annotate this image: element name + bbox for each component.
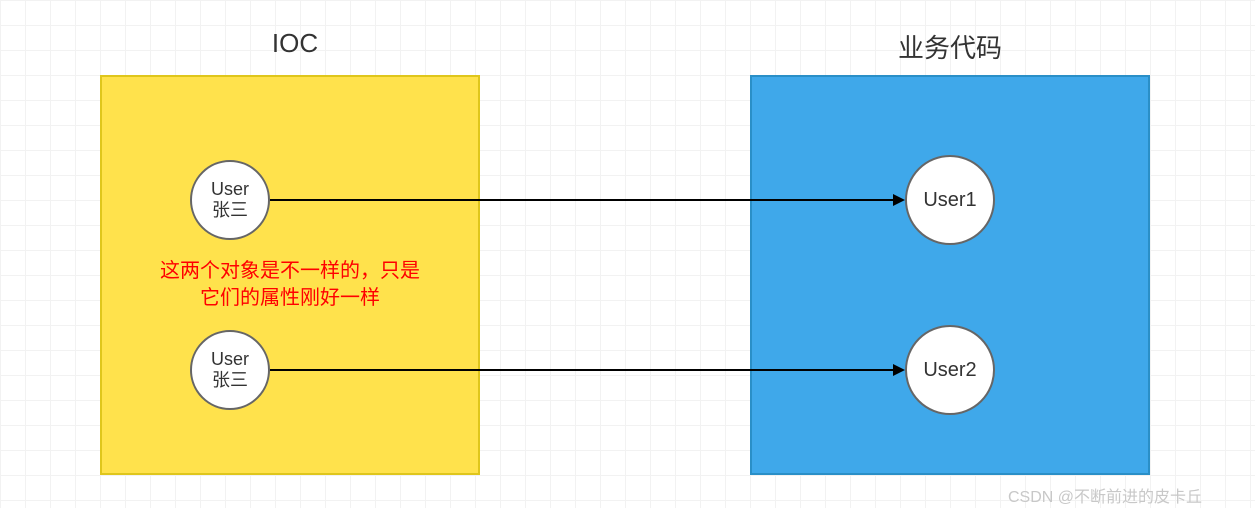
watermark-text: CSDN @不断前进的皮卡丘 bbox=[1008, 483, 1202, 507]
red-note-line1: 这两个对象是不一样的，只是 bbox=[160, 260, 420, 282]
user-source-2: User 张三 bbox=[190, 330, 270, 410]
arrow-2-head bbox=[893, 364, 905, 376]
user-source-1-line2: 张三 bbox=[212, 200, 248, 221]
business-box bbox=[750, 75, 1150, 475]
user-dest-2-label: User2 bbox=[923, 359, 976, 382]
arrow-1-line bbox=[270, 199, 900, 201]
user-dest-2: User2 bbox=[905, 325, 995, 415]
user-dest-1: User1 bbox=[905, 155, 995, 245]
red-note: 这两个对象是不一样的，只是 它们的属性刚好一样 bbox=[130, 258, 450, 312]
title-ioc: IOC bbox=[235, 28, 355, 59]
user-dest-1-label: User1 bbox=[923, 189, 976, 212]
red-note-line2: 它们的属性刚好一样 bbox=[200, 287, 380, 309]
user-source-2-line1: User bbox=[211, 349, 249, 370]
title-business: 业务代码 bbox=[870, 28, 1030, 65]
user-source-1: User 张三 bbox=[190, 160, 270, 240]
arrow-2-line bbox=[270, 369, 900, 371]
user-source-1-line1: User bbox=[211, 179, 249, 200]
user-source-2-line2: 张三 bbox=[212, 370, 248, 391]
arrow-1-head bbox=[893, 194, 905, 206]
diagram-canvas: IOC 业务代码 User 张三 User 张三 User1 User2 这两个… bbox=[0, 0, 1255, 508]
